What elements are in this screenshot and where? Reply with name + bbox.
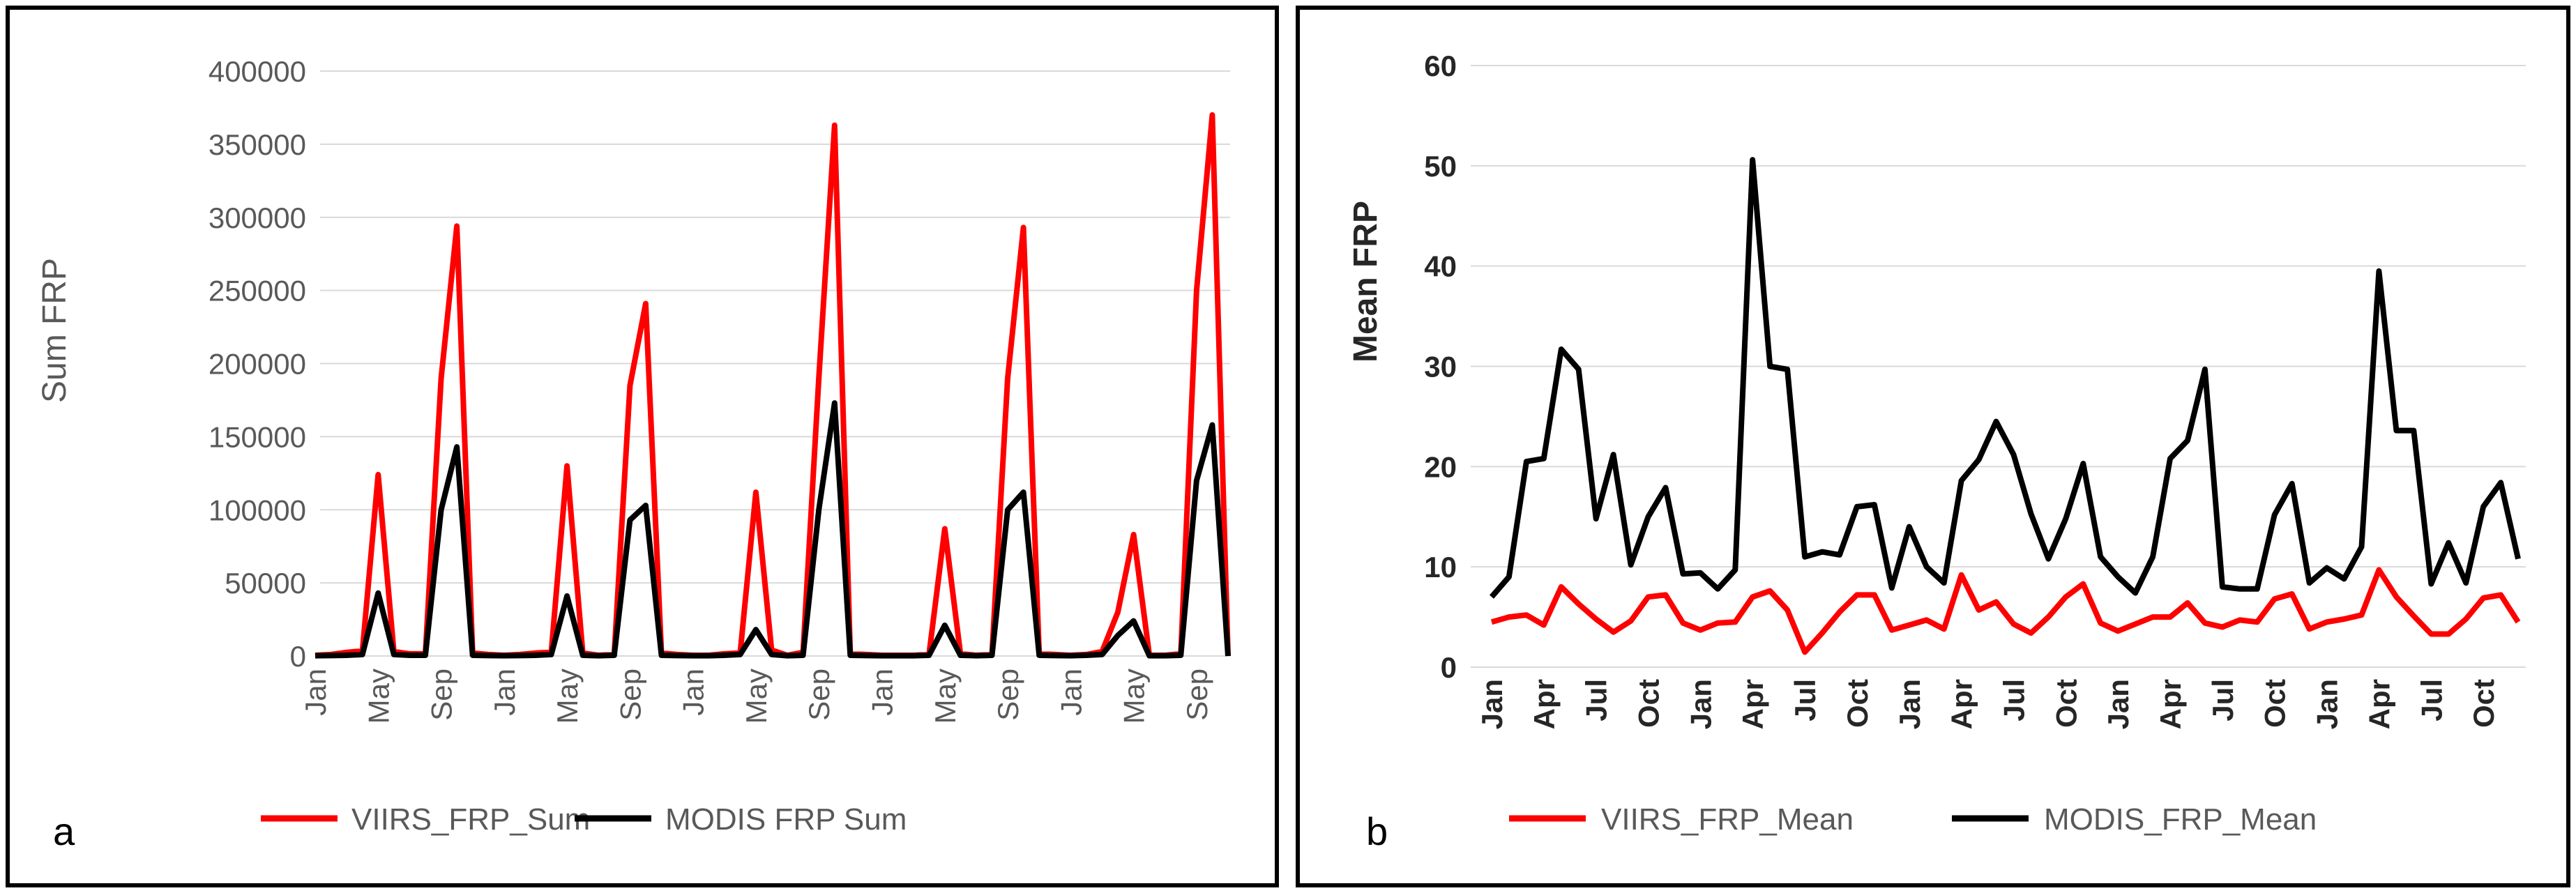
x-tick-label: May [362, 669, 395, 724]
y-tick-label: 0 [1441, 651, 1457, 684]
y-tick-label: 50 [1424, 150, 1457, 183]
x-tick-label: Jul [1580, 679, 1613, 722]
series-line-viirs-frp-sum [315, 112, 1231, 658]
series-line-modis-frp-mean [1489, 157, 2521, 599]
x-tick-label: Sep [425, 669, 458, 721]
x-tick-label: Jul [1997, 679, 2030, 722]
legend-label-viirs-sum: VIIRS_FRP_Sum [351, 802, 590, 837]
x-tick-label: Jan [1893, 679, 1926, 729]
y-tick-label: 100000 [209, 494, 306, 526]
y-tick-label: 150000 [209, 420, 306, 453]
y-tick-label: 50000 [225, 567, 306, 600]
x-tick-label: Apr [1528, 679, 1561, 729]
x-tick-label: Apr [2363, 679, 2395, 729]
chart-panel-a: 0 50000 100000 150000 200000 250000 300000 3500… [6, 6, 1279, 887]
x-tick-label: Sep [1181, 669, 1213, 721]
x-tick-label: Oct [2467, 679, 2500, 728]
y-tick-label: 40 [1424, 250, 1457, 283]
series-line-viirs-frp-mean [1490, 567, 2521, 655]
x-tick-label: Jan [488, 669, 521, 716]
x-tick-label: Jul [1789, 679, 1821, 722]
y-tick-label: 60 [1424, 49, 1457, 82]
x-tick-label: Jan [677, 669, 710, 716]
chart-a-ylabel: Sum FRP [36, 258, 73, 403]
legend-label-viirs-mean: VIIRS_FRP_Mean [1601, 802, 1854, 837]
y-tick-label: 30 [1424, 351, 1457, 383]
chart-a-legend: VIIRS_FRP_Sum MODIS FRP Sum [261, 802, 907, 837]
x-tick-label: May [929, 669, 962, 724]
x-tick-label: Jan [2311, 679, 2344, 729]
y-tick-label: 400000 [209, 55, 306, 88]
x-tick-label: Jan [299, 669, 332, 716]
x-tick-label: Sep [614, 669, 646, 721]
y-tick-label: 0 [290, 640, 306, 673]
x-tick-label: May [551, 669, 584, 724]
x-tick-label: Apr [2154, 679, 2187, 729]
x-tick-label: Oct [2050, 679, 2082, 728]
chart-a-svg: 0 50000 100000 150000 200000 250000 300000 3500… [36, 55, 1231, 853]
x-tick-label: Jul [2206, 679, 2239, 722]
x-tick-label: Sep [992, 669, 1024, 721]
chart-b-legend: VIIRS_FRP_Mean MODIS_FRP_Mean [1509, 802, 2317, 837]
legend-label-modis-mean: MODIS_FRP_Mean [2044, 802, 2317, 837]
x-tick-label: Apr [1736, 679, 1769, 729]
chart-b-ylabel: Mean FRP [1347, 201, 1384, 362]
x-tick-label: Jul [2415, 679, 2448, 722]
y-tick-label: 250000 [209, 275, 306, 307]
x-tick-label: Apr [1946, 679, 1978, 729]
x-tick-label: Jan [1684, 679, 1717, 729]
legend-label-modis-sum: MODIS FRP Sum [665, 802, 907, 837]
y-tick-label: 350000 [209, 128, 306, 161]
x-tick-label: Jan [1054, 669, 1087, 716]
x-tick-label: May [740, 669, 773, 724]
y-tick-label: 10 [1424, 551, 1457, 583]
y-tick-label: 20 [1424, 450, 1457, 483]
x-tick-label: Oct [1841, 679, 1874, 728]
x-tick-label: Oct [1632, 679, 1665, 728]
x-tick-label: May [1118, 669, 1151, 724]
x-tick-label: Jan [865, 669, 898, 716]
chart-panel-b: 0 10 20 30 40 50 60 Jan Apr Jul Oct Jan Apr Jul Oct Ja… [1296, 6, 2570, 887]
series-line-modis-frp-sum [315, 400, 1231, 659]
x-tick-label: Jan [1476, 679, 1508, 729]
panel-label-b: b [1366, 809, 1388, 853]
x-tick-label: Sep [803, 669, 835, 721]
x-tick-label: Oct [2259, 679, 2291, 728]
chart-b-svg: 0 10 20 30 40 50 60 Jan Apr Jul Oct Jan Apr Jul Oct Ja… [1347, 49, 2526, 853]
y-tick-label: 200000 [209, 348, 306, 381]
y-tick-label: 300000 [209, 201, 306, 234]
panel-label-a: a [53, 809, 75, 853]
x-tick-label: Jan [2102, 679, 2135, 729]
